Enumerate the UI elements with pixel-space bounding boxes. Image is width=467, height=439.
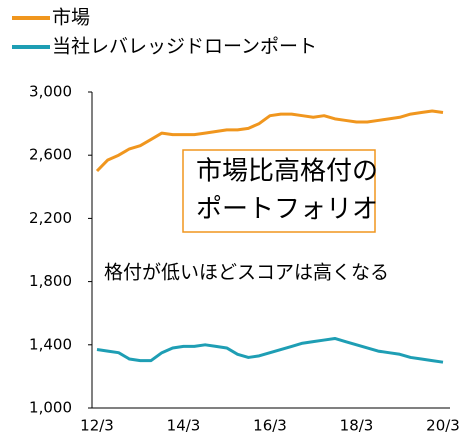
line-series bbox=[96, 336, 444, 364]
annotation-box bbox=[182, 149, 376, 233]
y-tick-label: 3,000 bbox=[29, 83, 72, 101]
y-tick-label: 2,200 bbox=[29, 209, 72, 227]
legend-label: 当社レバレッジドローンポート bbox=[52, 36, 317, 58]
y-tick-label: 1,400 bbox=[29, 335, 72, 353]
annotation: ポートフォリオ bbox=[196, 195, 378, 225]
annotation: 格付が低いほどスコアは高くなる bbox=[104, 262, 389, 284]
x-tick-label: 16/3 bbox=[253, 417, 287, 435]
x-tick-label: 14/3 bbox=[167, 417, 201, 435]
y-tick-label: 2,600 bbox=[29, 146, 72, 164]
x-tick-label: 12/3 bbox=[80, 417, 114, 435]
x-tick-label: 18/3 bbox=[340, 417, 374, 435]
y-tick-label: 1,800 bbox=[29, 272, 72, 290]
line-series bbox=[95, 109, 444, 173]
legend-label: 市場 bbox=[52, 7, 90, 29]
y-tick-label: 1,000 bbox=[29, 399, 72, 417]
annotation: 市場比高格付の bbox=[196, 157, 378, 187]
x-tick-label: 20/3 bbox=[426, 417, 460, 435]
